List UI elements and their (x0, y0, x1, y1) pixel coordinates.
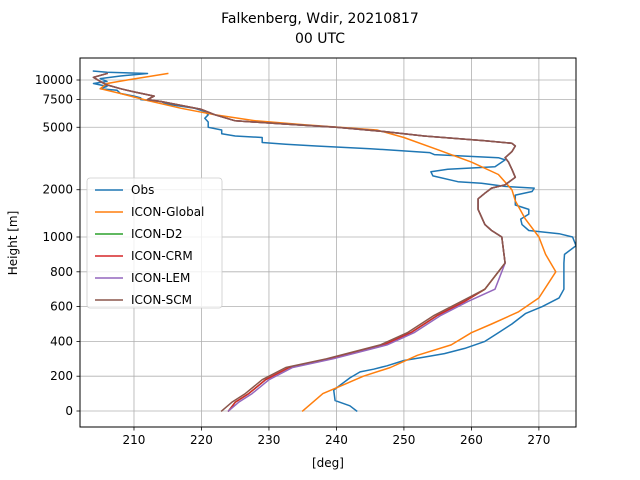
legend-frame (86, 177, 223, 309)
y-axis-ticks: 0 200 400 600 800 1000 2000 5000 7500 10000 (35, 73, 80, 418)
legend-label-obs: Obs (131, 183, 154, 197)
x-axis-ticks: 210 220 230 240 250 260 270 (123, 427, 550, 447)
legend-label-icon-global: ICON-Global (131, 205, 204, 219)
y-tick-label: 400 (50, 334, 73, 348)
legend-label-icon-scm: ICON-SCM (131, 293, 192, 307)
plot-area-frame (79, 57, 577, 428)
chart-title-line1: Falkenberg, Wdir, 20210817 (221, 11, 419, 27)
legend-label-icon-crm: ICON-CRM (131, 249, 193, 263)
legend: Obs ICON-Global ICON-D2 ICON-CRM ICON-LEM ICO… (86, 177, 223, 309)
x-tick-label: 220 (190, 433, 213, 447)
legend-label-icon-lem: ICON-LEM (131, 271, 190, 285)
chart-title-line2: 00 UTC (295, 31, 345, 47)
y-tick-label: 5000 (42, 120, 73, 134)
y-tick-label: 2000 (42, 183, 73, 197)
series-line-obs (92, 70, 576, 413)
y-tick-label: 0 (65, 404, 73, 418)
series-line-icon-global (99, 72, 557, 413)
x-tick-label: 230 (257, 433, 280, 447)
x-axis-label: [deg] (312, 456, 344, 470)
plot-series (92, 70, 576, 413)
y-tick-label: 1000 (42, 230, 73, 244)
legend-label-icon-d2: ICON-D2 (131, 227, 183, 241)
y-tick-label: 10000 (35, 73, 73, 87)
x-tick-label: 270 (527, 433, 550, 447)
x-tick-label: 210 (123, 433, 146, 447)
x-tick-label: 250 (392, 433, 415, 447)
y-axis-label: Height [m] (6, 211, 20, 276)
y-tick-label: 200 (50, 369, 73, 383)
y-tick-label: 800 (50, 265, 73, 279)
series-line-icon-scm (92, 72, 517, 413)
y-tick-label: 600 (50, 300, 73, 314)
x-tick-label: 240 (325, 433, 348, 447)
x-tick-label: 260 (460, 433, 483, 447)
y-tick-label: 7500 (42, 93, 73, 107)
